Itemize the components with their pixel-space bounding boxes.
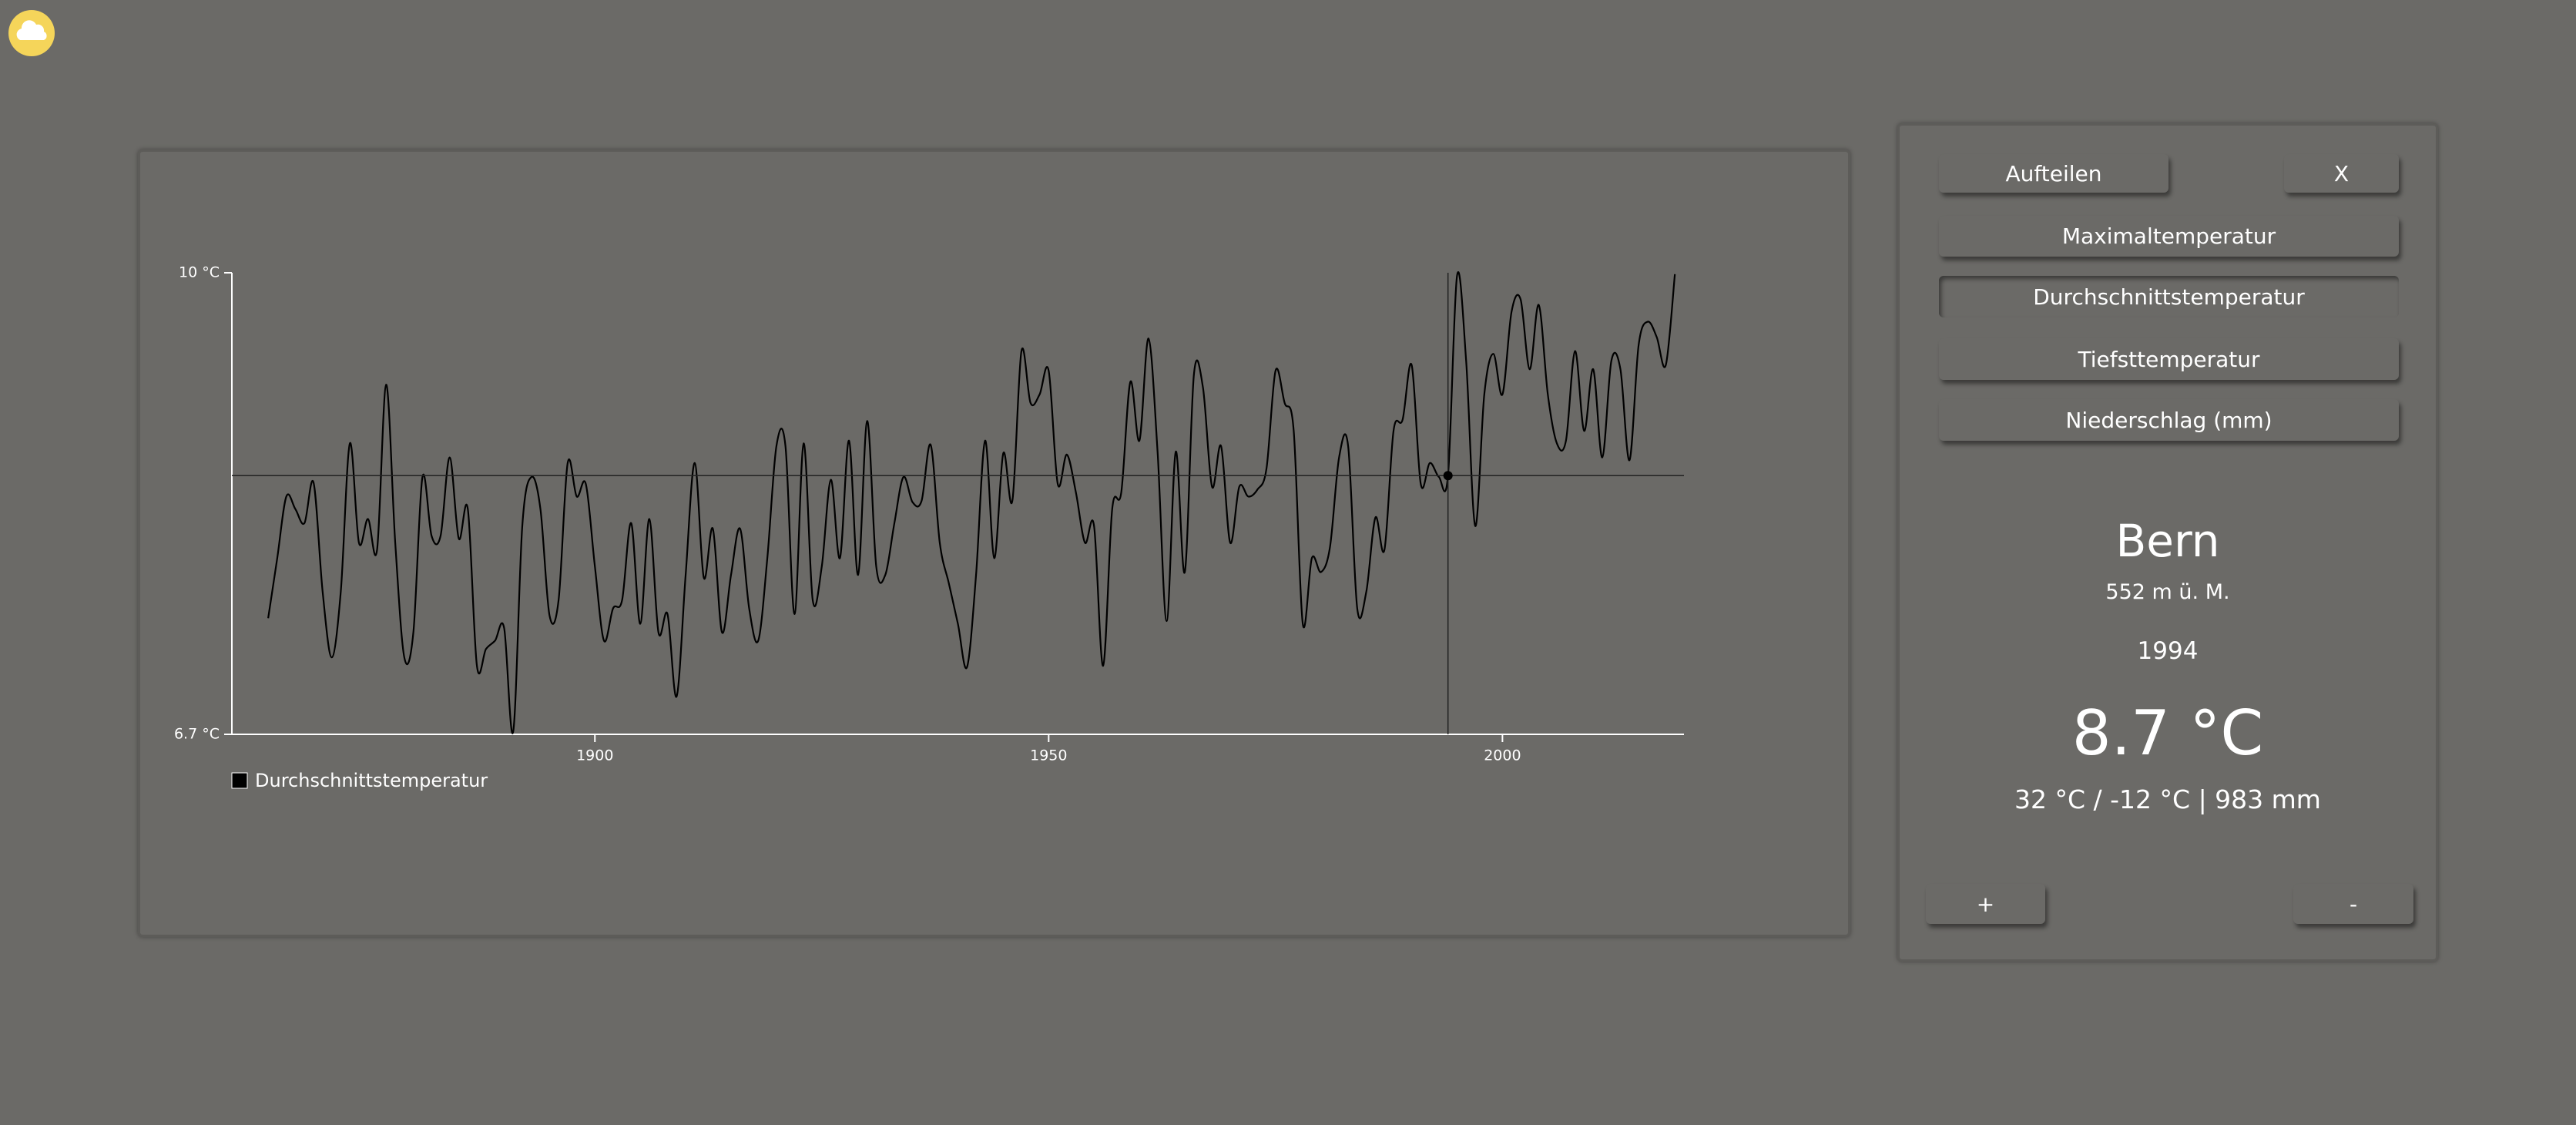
metric-button[interactable]: Maximaltemperatur (1939, 216, 2399, 257)
side-panel (1897, 123, 2438, 962)
zoom-in-button[interactable]: + (1926, 884, 2045, 924)
station-name: Bern (2115, 515, 2220, 567)
metric-button[interactable]: Tiefsttemperatur (1939, 338, 2399, 380)
year: 1994 (2137, 637, 2199, 665)
chart-panel (138, 149, 1850, 937)
logo[interactable] (8, 9, 55, 57)
summary: 32 °C / -12 °C | 983 mm (2014, 784, 2321, 814)
metric-button[interactable]: Niederschlag (mm) (1939, 399, 2399, 441)
split-button[interactable]: Aufteilen (1939, 154, 2168, 193)
zoom-out-button[interactable]: - (2293, 884, 2413, 924)
metric-button[interactable]: Durchschnittstemperatur (1939, 276, 2399, 317)
elevation: 552 m ü. M. (2105, 580, 2230, 604)
close-button[interactable]: X (2284, 154, 2399, 193)
current-value: 8.7 °C (2071, 697, 2264, 769)
